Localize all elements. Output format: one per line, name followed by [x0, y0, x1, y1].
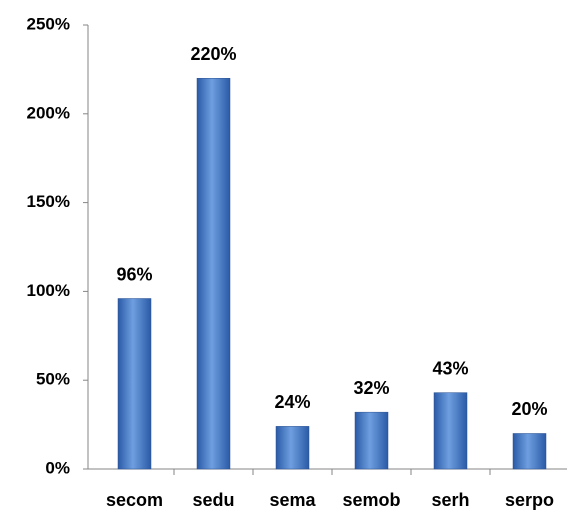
y-tick-label: 50% — [36, 370, 70, 389]
x-tick-label: serpo — [505, 490, 554, 510]
data-label: 43% — [432, 358, 468, 378]
y-tick-label: 250% — [27, 14, 70, 33]
x-tick-label: sedu — [192, 490, 234, 510]
x-tick-label: secom — [106, 490, 163, 510]
data-label: 32% — [353, 378, 389, 398]
y-tick-label: 100% — [27, 281, 70, 300]
x-tick-label: semob — [342, 490, 400, 510]
data-label: 220% — [190, 44, 236, 64]
y-tick-label: 150% — [27, 192, 70, 211]
bar — [433, 392, 468, 470]
x-tick-label: sema — [269, 490, 316, 510]
bar — [275, 426, 310, 470]
bar — [117, 298, 152, 470]
data-label: 20% — [511, 399, 547, 419]
bar — [512, 433, 547, 470]
bar — [354, 411, 389, 470]
data-label: 24% — [274, 392, 310, 412]
y-tick-label: 200% — [27, 103, 70, 122]
bar — [196, 78, 231, 470]
data-label: 96% — [116, 264, 152, 284]
x-tick-label: serh — [431, 490, 469, 510]
y-tick-label: 0% — [45, 458, 70, 477]
